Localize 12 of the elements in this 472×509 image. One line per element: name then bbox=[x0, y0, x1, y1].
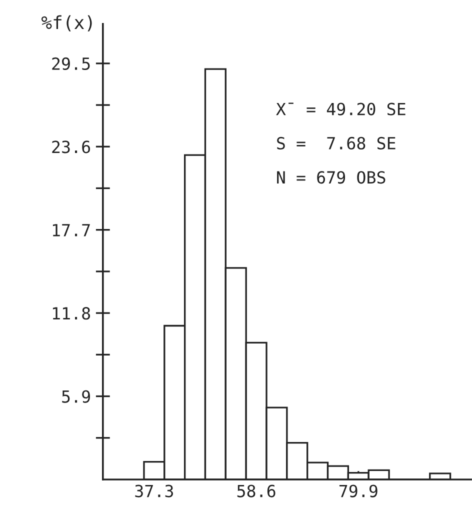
y-tick-label: 11.8 bbox=[52, 307, 90, 320]
x-tick-label: 37.3 bbox=[135, 484, 174, 498]
annotation: X̄ = 49.20 SE bbox=[276, 102, 406, 116]
annotation: S = 7.68 SE bbox=[277, 136, 396, 150]
x-tick-label: 79.9 bbox=[339, 484, 378, 498]
y-tick-label: 17.7 bbox=[52, 224, 90, 236]
x-tick-label: 58.6 bbox=[237, 484, 276, 498]
y-tick-label: 5.9 bbox=[62, 390, 90, 403]
y-axis-title: %f(x) bbox=[41, 15, 92, 32]
y-tick-label: 29.5 bbox=[52, 57, 90, 70]
y-tick-label: 23.6 bbox=[52, 140, 90, 154]
annotation: N = 679 OBS bbox=[277, 171, 386, 184]
